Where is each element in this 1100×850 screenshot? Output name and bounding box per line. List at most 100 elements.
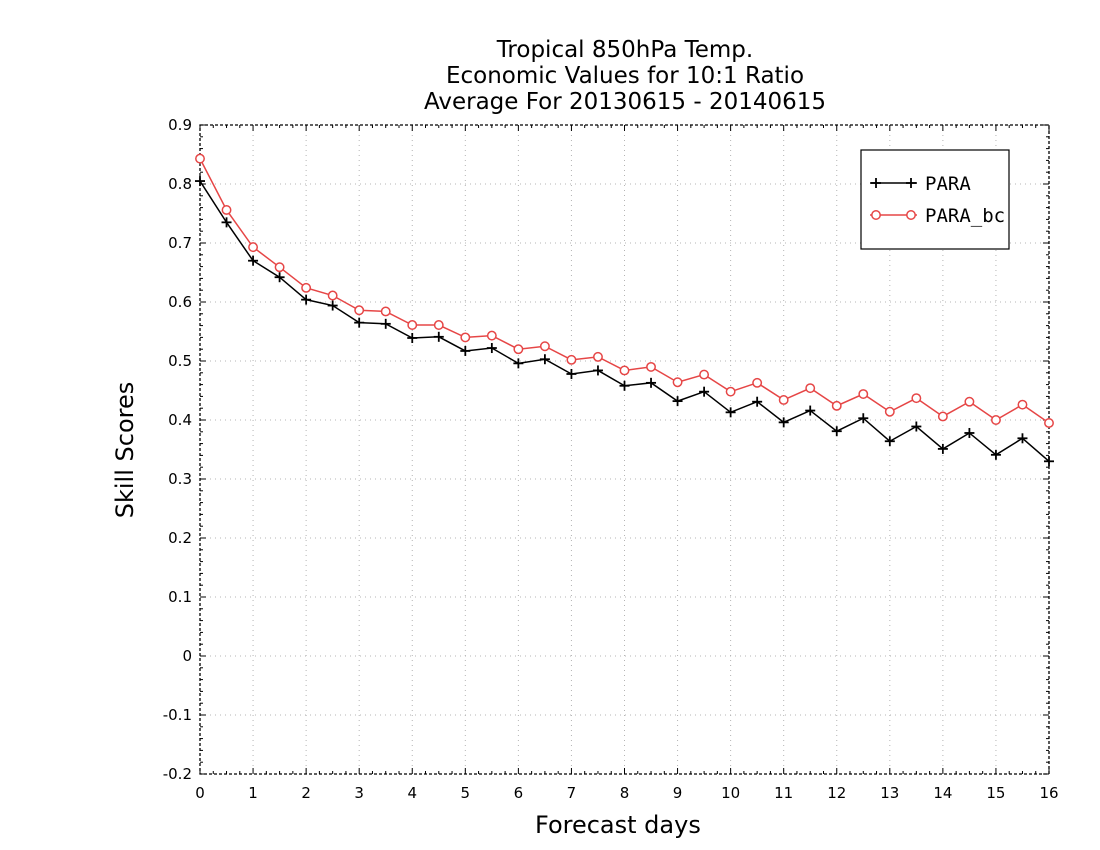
- data-point: [699, 386, 710, 397]
- y-tick-label: -0.1: [163, 706, 192, 724]
- data-point: [195, 153, 205, 164]
- data-point: [646, 361, 656, 372]
- data-point: [805, 405, 816, 416]
- data-point: [513, 344, 524, 355]
- legend-marker-para-bc: [871, 210, 916, 220]
- data-point: [195, 176, 205, 187]
- data-point: [884, 406, 895, 417]
- data-point: [593, 351, 603, 362]
- legend-box: [860, 149, 1010, 250]
- y-tick-label: 0.8: [168, 175, 192, 193]
- x-tick-label: 8: [620, 784, 630, 802]
- x-tick-label: 5: [461, 784, 471, 802]
- data-point: [699, 369, 710, 380]
- y-tick-label: -0.2: [163, 765, 192, 783]
- chart-title-line-3: Average For 20130615 - 20140615: [423, 89, 827, 115]
- x-tick-label: 14: [933, 784, 952, 802]
- data-point: [619, 380, 630, 391]
- data-point: [778, 394, 789, 405]
- data-point: [221, 205, 232, 215]
- data-point: [752, 396, 763, 407]
- data-point: [301, 282, 312, 293]
- data-point: [566, 368, 577, 379]
- ticks-layer: -0.2-0.100.10.20.30.40.50.60.70.80.90 1 2 3…: [163, 116, 1059, 802]
- legend-marker-point: [871, 178, 881, 188]
- data-point: [301, 294, 312, 305]
- data-point: [460, 332, 471, 343]
- data-point: [380, 318, 391, 329]
- legend-label-para-bc: PARA_bc: [925, 205, 1005, 227]
- data-point: [884, 436, 895, 447]
- y-tick-label: 0.1: [168, 588, 192, 606]
- y-tick-label: 0.9: [168, 116, 192, 134]
- x-tick-label: 13: [880, 784, 899, 802]
- chart-title-line-2: Economic Values for 10:1 Ratio: [445, 63, 805, 89]
- data-point: [1044, 418, 1054, 428]
- legend: PARA PARA_bc: [860, 149, 1010, 250]
- x-axis-label: Forecast days: [535, 811, 701, 839]
- x-tick-label: 4: [407, 784, 417, 802]
- y-tick-label: 0.2: [168, 529, 192, 547]
- data-point: [911, 393, 922, 404]
- data-point: [486, 343, 497, 354]
- data-point: [539, 341, 550, 352]
- x-tick-label: 10: [721, 784, 740, 802]
- data-point: [566, 354, 577, 365]
- data-point: [274, 262, 285, 273]
- data-point: [805, 383, 816, 394]
- data-point: [513, 358, 524, 369]
- data-point: [592, 365, 603, 376]
- data-point: [725, 386, 736, 397]
- chart-title-line-1: Tropical 850hPa Temp.: [496, 37, 754, 63]
- data-point: [831, 400, 842, 411]
- data-point: [646, 377, 657, 388]
- y-tick-label: 0: [182, 647, 192, 665]
- data-point: [619, 365, 630, 376]
- data-point: [327, 290, 338, 301]
- data-point: [460, 345, 471, 356]
- x-tick-label: 0: [195, 784, 205, 802]
- legend-marker-point: [906, 210, 916, 220]
- data-point: [407, 320, 418, 330]
- x-tick-label: 3: [354, 784, 364, 802]
- data-point: [858, 413, 869, 424]
- data-point: [964, 396, 975, 407]
- data-point: [672, 377, 683, 388]
- data-point: [858, 389, 869, 399]
- x-tick-label: 12: [827, 784, 846, 802]
- data-point: [274, 272, 285, 283]
- x-tick-label: 11: [774, 784, 793, 802]
- legend-marker-point: [906, 178, 916, 188]
- data-point: [937, 443, 948, 454]
- data-point: [990, 415, 1001, 425]
- legend-marker-para: [871, 178, 916, 188]
- legend-marker-point: [871, 210, 881, 220]
- legend-label-para: PARA: [925, 173, 971, 195]
- series-para: [195, 176, 1054, 467]
- y-tick-label: 0.4: [168, 411, 192, 429]
- data-point: [221, 217, 232, 228]
- data-point: [672, 396, 683, 407]
- data-point: [407, 332, 418, 343]
- data-point: [433, 320, 444, 330]
- grid-layer: [200, 125, 1049, 774]
- y-tick-label: 0.5: [168, 352, 192, 370]
- data-point: [778, 417, 789, 428]
- data-point: [354, 305, 365, 316]
- y-tick-label: 0.3: [168, 470, 192, 488]
- x-tick-label: 16: [1039, 784, 1058, 802]
- data-point: [1017, 399, 1028, 410]
- data-point: [327, 300, 338, 311]
- data-point: [539, 354, 550, 365]
- data-point: [937, 411, 948, 422]
- y-tick-label: 0.7: [168, 234, 192, 252]
- x-tick-label: 6: [514, 784, 524, 802]
- data-point: [911, 421, 922, 432]
- x-tick-label: 1: [248, 784, 258, 802]
- data-point: [433, 331, 444, 342]
- series-para-bc: [195, 153, 1054, 428]
- data-point: [752, 377, 763, 388]
- data-point: [831, 426, 842, 437]
- x-tick-label: 7: [567, 784, 577, 802]
